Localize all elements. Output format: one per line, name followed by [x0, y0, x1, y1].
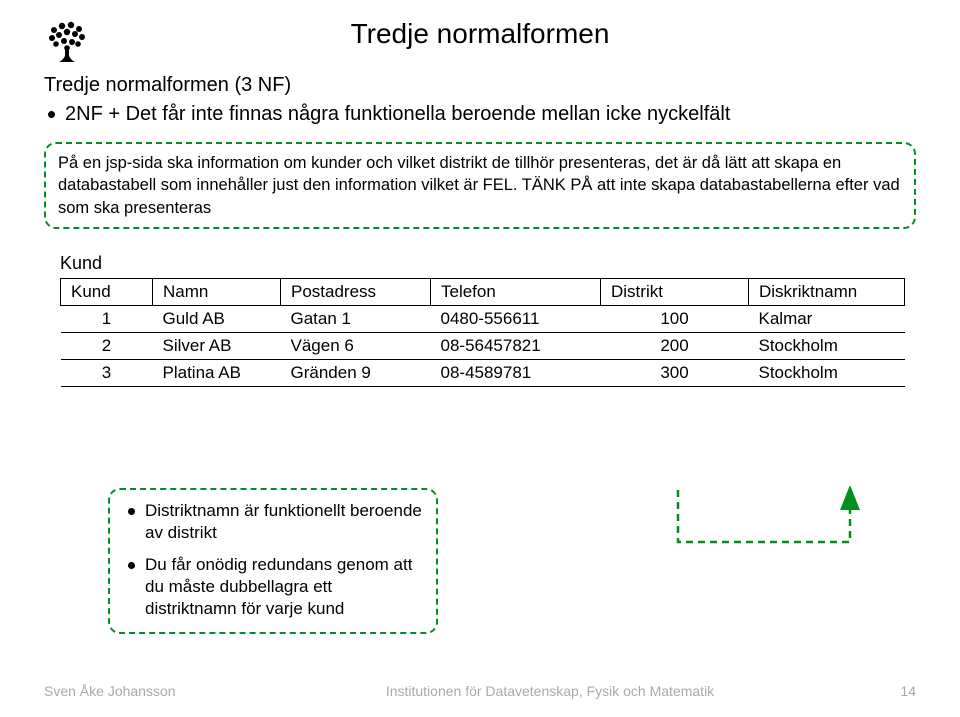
kund-table: Kund Namn Postadress Telefon Distrikt Di…: [60, 278, 905, 387]
table-cell: 08-56457821: [431, 332, 601, 359]
table-cell: Platina AB: [153, 359, 281, 386]
table-cell: 3: [61, 359, 153, 386]
table-header: Diskriktnamn: [749, 278, 905, 305]
table-cell: Gränden 9: [281, 359, 431, 386]
table-cell: Stockholm: [749, 332, 905, 359]
slide-footer: Sven Åke Johansson Institutionen för Dat…: [0, 683, 960, 699]
bullet-icon: [48, 111, 55, 118]
footer-institution: Institutionen för Datavetenskap, Fysik o…: [244, 683, 856, 699]
table-header-row: Kund Namn Postadress Telefon Distrikt Di…: [61, 278, 905, 305]
bullet-icon: [128, 508, 135, 515]
table-cell: 100: [601, 305, 749, 332]
table-cell: Guld AB: [153, 305, 281, 332]
table-cell: 0480-556611: [431, 305, 601, 332]
note-callout: På en jsp-sida ska information om kunder…: [44, 142, 916, 229]
page-title: Tredje normalformen: [44, 18, 916, 50]
table-cell: Vägen 6: [281, 332, 431, 359]
table-row: 3 Platina AB Gränden 9 08-4589781 300 St…: [61, 359, 905, 386]
table-cell: Gatan 1: [281, 305, 431, 332]
table-header: Kund: [61, 278, 153, 305]
table-header: Distrikt: [601, 278, 749, 305]
table-label: Kund: [60, 253, 916, 274]
note-bullet-text: Du får onödig redundans genom att du mås…: [145, 554, 424, 620]
table-cell: Kalmar: [749, 305, 905, 332]
table-row: 1 Guld AB Gatan 1 0480-556611 100 Kalmar: [61, 305, 905, 332]
table-cell: 200: [601, 332, 749, 359]
bullet-icon: [128, 562, 135, 569]
table-header: Namn: [153, 278, 281, 305]
note-bullet: Du får onödig redundans genom att du mås…: [128, 554, 424, 620]
table-header: Postadress: [281, 278, 431, 305]
table-cell: 2: [61, 332, 153, 359]
table-cell: 300: [601, 359, 749, 386]
dependency-note: Distriktnamn är funktionellt beroende av…: [108, 488, 438, 634]
main-bullet: 2NF + Det får inte finnas några funktion…: [48, 101, 916, 128]
section-heading: Tredje normalformen (3 NF): [44, 74, 916, 97]
table-cell: Silver AB: [153, 332, 281, 359]
dependency-arrow-diagram: [660, 486, 880, 571]
table-header: Telefon: [431, 278, 601, 305]
kund-table-block: Kund Kund Namn Postadress Telefon Distri…: [60, 253, 916, 387]
note-text: På en jsp-sida ska information om kunder…: [58, 152, 902, 219]
note-bullet-text: Distriktnamn är funktionellt beroende av…: [145, 500, 424, 544]
table-cell: 08-4589781: [431, 359, 601, 386]
tree-logo-icon: [44, 18, 90, 64]
footer-page-number: 14: [856, 683, 916, 699]
main-bullet-text: 2NF + Det får inte finnas några funktion…: [65, 101, 730, 128]
table-cell: Stockholm: [749, 359, 905, 386]
table-row: 2 Silver AB Vägen 6 08-56457821 200 Stoc…: [61, 332, 905, 359]
note-bullet: Distriktnamn är funktionellt beroende av…: [128, 500, 424, 544]
table-cell: 1: [61, 305, 153, 332]
footer-author: Sven Åke Johansson: [44, 683, 244, 699]
